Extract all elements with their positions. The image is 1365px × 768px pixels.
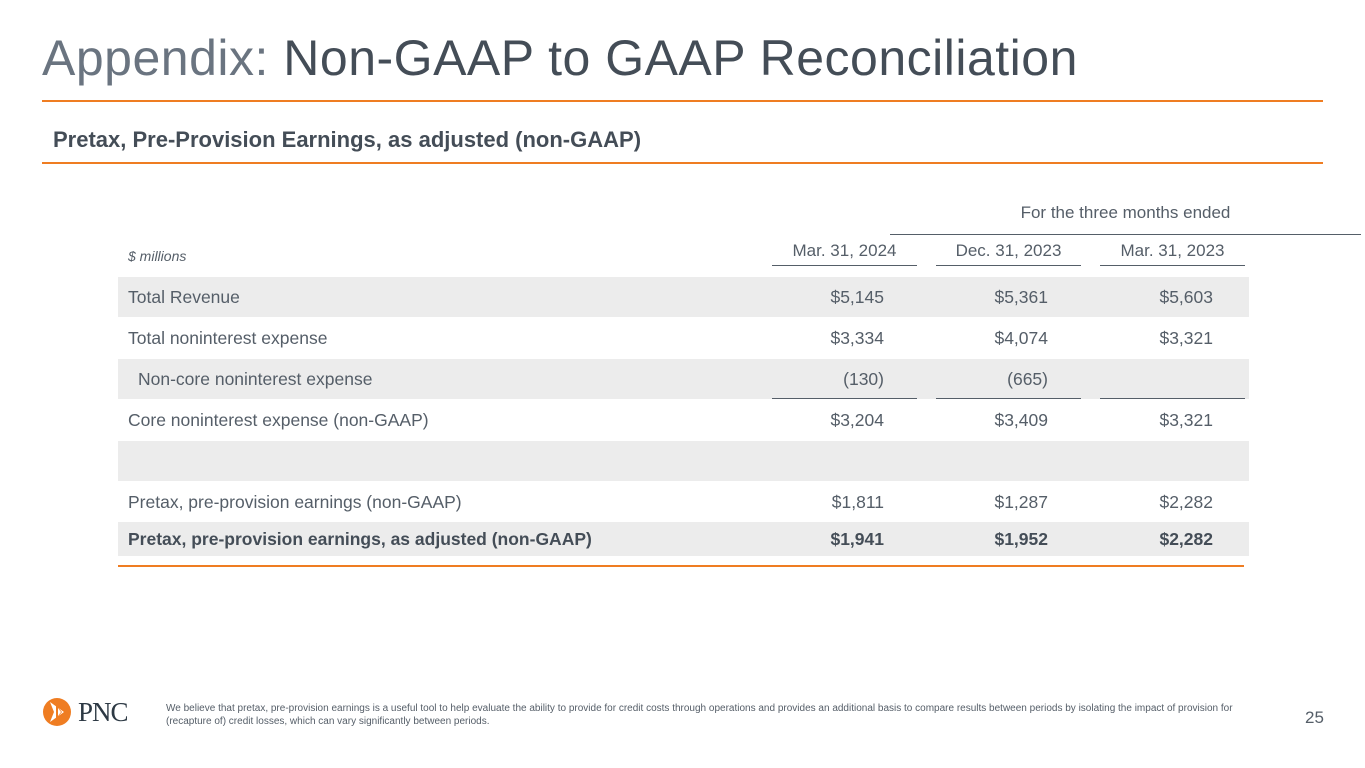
cell-value: $3,204 xyxy=(830,410,884,430)
cell-value: $1,952 xyxy=(994,529,1048,549)
cell-value: $5,603 xyxy=(1159,287,1213,307)
cell-value: $3,321 xyxy=(1159,328,1213,348)
pnc-logo: PNC xyxy=(42,696,152,730)
page-title: Appendix: Non-GAAP to GAAP Reconciliatio… xyxy=(42,26,1078,90)
footnote: We believe that pretax, pre-provision ea… xyxy=(166,703,1233,727)
page-number: 25 xyxy=(1305,708,1324,727)
column-header-mar-2023: Mar. 31, 2023 xyxy=(1120,241,1225,260)
row-label: Non-core noninterest expense xyxy=(138,369,373,389)
cell-value: (665) xyxy=(1007,369,1048,389)
table-row: Pretax, pre-provision earnings (non-GAAP… xyxy=(118,482,1249,522)
row-label: Pretax, pre-provision earnings (non-GAAP… xyxy=(128,492,462,512)
row-label: Total noninterest expense xyxy=(128,328,328,348)
table-row xyxy=(118,441,1249,481)
table-row: Total Revenue $5,145 $5,361 $5,603 xyxy=(118,277,1249,317)
row-label: Pretax, pre-provision earnings, as adjus… xyxy=(128,529,592,549)
column-header-mar-2024: Mar. 31, 2024 xyxy=(792,241,897,260)
cell-value: $1,811 xyxy=(831,492,884,512)
subtotal-underline xyxy=(1100,398,1245,399)
column-header-underline xyxy=(772,265,917,266)
title-prefix: Appendix: xyxy=(42,30,269,86)
cell-value: $3,409 xyxy=(994,410,1048,430)
cell-value: $1,287 xyxy=(994,492,1048,512)
row-label: Core noninterest expense (non-GAAP) xyxy=(128,410,429,430)
title-divider xyxy=(42,100,1323,102)
column-header-underline xyxy=(936,265,1081,266)
subtotal-underline xyxy=(936,398,1081,399)
subtotal-underline xyxy=(772,398,917,399)
period-header: For the three months ended xyxy=(1020,203,1231,222)
table-row: Non-core noninterest expense (130) (665) xyxy=(118,359,1249,399)
cell-value: $4,074 xyxy=(994,328,1048,348)
column-header-dec-2023: Dec. 31, 2023 xyxy=(955,241,1062,260)
cell-value: $5,361 xyxy=(994,287,1048,307)
title-main: Non-GAAP to GAAP Reconciliation xyxy=(283,30,1078,86)
table-row: Total noninterest expense $3,334 $4,074 … xyxy=(118,318,1249,358)
cell-value: $3,321 xyxy=(1159,410,1213,430)
column-header-underline xyxy=(1100,265,1245,266)
cell-value: $2,282 xyxy=(1159,492,1213,512)
period-header-underline xyxy=(890,234,1361,235)
section-subtitle: Pretax, Pre-Provision Earnings, as adjus… xyxy=(53,127,642,152)
units-label: $ millions xyxy=(128,248,187,264)
cell-value: (130) xyxy=(843,369,884,389)
cell-value: $2,282 xyxy=(1159,529,1213,549)
row-label: Total Revenue xyxy=(128,287,240,307)
cell-value: $3,334 xyxy=(830,328,884,348)
cell-value: $5,145 xyxy=(830,287,884,307)
logo-text: PNC xyxy=(78,697,129,727)
cell-value: $1,941 xyxy=(830,529,884,549)
table-row-total: Pretax, pre-provision earnings, as adjus… xyxy=(118,522,1249,556)
pnc-logo-mark-icon xyxy=(43,698,71,726)
table-bottom-rule xyxy=(118,565,1244,567)
table-row: Core noninterest expense (non-GAAP) $3,2… xyxy=(118,400,1249,440)
subtitle-divider xyxy=(42,162,1323,164)
